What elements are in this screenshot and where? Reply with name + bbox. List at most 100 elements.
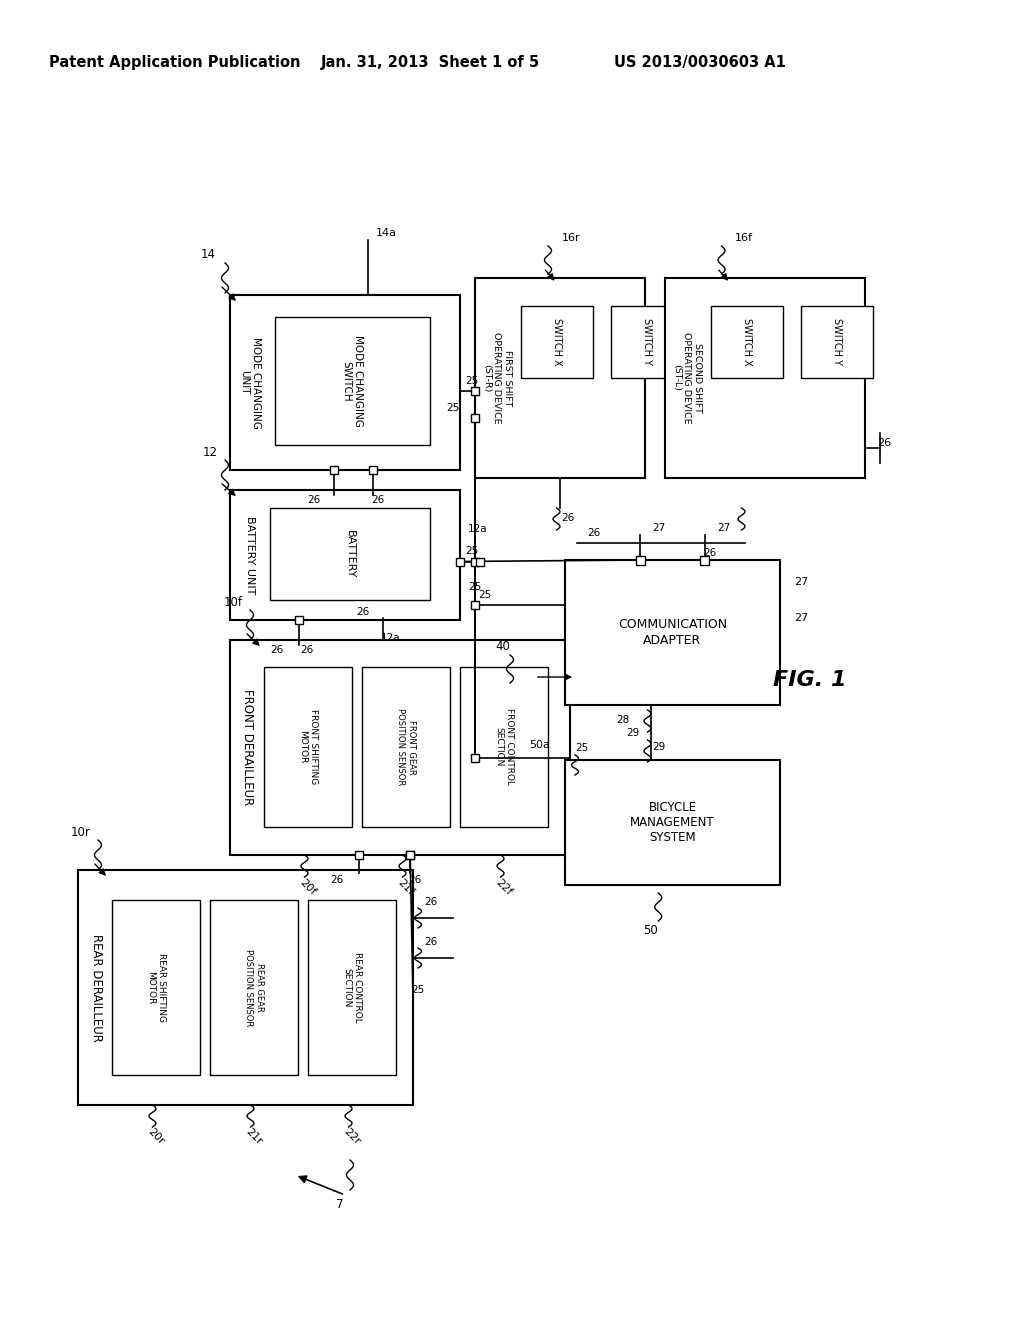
Text: REAR GEAR
POSITION SENSOR: REAR GEAR POSITION SENSOR [245,949,264,1026]
Bar [460,667,548,828]
Text: 25: 25 [465,376,478,387]
Bar [471,414,479,422]
Text: FRONT SHIFTING
MOTOR: FRONT SHIFTING MOTOR [298,709,317,784]
Text: FIG. 1: FIG. 1 [773,671,847,690]
Bar [475,279,645,478]
Text: SWITCH X: SWITCH X [742,318,752,366]
Text: FRONT GEAR
POSITION SENSOR: FRONT GEAR POSITION SENSOR [396,709,416,785]
Text: 27: 27 [794,612,808,623]
Bar [210,900,298,1074]
Text: 26: 26 [561,513,574,523]
Text: COMMUNICATION
ADAPTER: COMMUNICATION ADAPTER [617,619,727,647]
Text: FIRST SHIFT
OPERATING DEVICE
(ST-R): FIRST SHIFT OPERATING DEVICE (ST-R) [482,333,512,424]
Text: 26: 26 [588,528,601,539]
Text: US 2013/0030603 A1: US 2013/0030603 A1 [614,54,786,70]
Text: 12a: 12a [468,524,487,535]
Text: 14a: 14a [376,228,397,238]
Text: 26: 26 [424,937,437,946]
Text: BICYCLE
MANAGEMENT
SYSTEM: BICYCLE MANAGEMENT SYSTEM [630,801,715,843]
Bar [308,900,396,1074]
Bar [295,616,303,624]
Bar [78,870,413,1105]
Bar [521,306,593,378]
Text: 25: 25 [465,546,478,557]
Text: 26: 26 [409,875,422,884]
Text: 16f: 16f [735,234,753,243]
Text: 26: 26 [703,548,717,558]
Text: 25: 25 [412,985,425,995]
Text: 25: 25 [468,582,481,593]
Bar [801,306,873,378]
Bar [611,306,683,378]
Bar [264,667,352,828]
Bar [711,306,783,378]
Text: 29: 29 [627,729,640,738]
Text: 27: 27 [717,523,730,533]
Bar [230,294,460,470]
Text: 40: 40 [496,640,510,653]
Text: FRONT DERAILLEUR: FRONT DERAILLEUR [242,689,255,805]
Bar [112,900,200,1074]
Text: 20r: 20r [145,1127,166,1147]
Text: MODE CHANGING
UNIT: MODE CHANGING UNIT [240,337,261,429]
Text: Patent Application Publication: Patent Application Publication [49,54,301,70]
Bar [330,466,338,474]
Bar [471,387,479,395]
Bar [407,851,414,859]
Text: 27: 27 [794,577,808,587]
Text: 26: 26 [356,607,370,616]
Text: SWITCH Y: SWITCH Y [831,318,842,366]
Text: 26: 26 [877,438,891,447]
Text: 28: 28 [616,715,630,725]
Text: 26: 26 [371,495,384,506]
Bar [471,557,479,565]
Text: Jan. 31, 2013  Sheet 1 of 5: Jan. 31, 2013 Sheet 1 of 5 [321,54,540,70]
Text: 20f: 20f [298,876,317,898]
Text: 26: 26 [424,898,437,907]
Bar [369,466,377,474]
Bar [665,279,865,478]
Bar [456,557,464,565]
Bar [230,490,460,620]
Text: 16r: 16r [561,234,581,243]
Bar [275,317,430,445]
Text: MODE CHANGING
SWITCH: MODE CHANGING SWITCH [342,335,364,426]
Text: BATTERY UNIT: BATTERY UNIT [245,516,255,594]
Text: 26: 26 [270,645,284,655]
Text: 27: 27 [652,523,666,533]
Text: 12a: 12a [381,634,400,643]
Text: BATTERY: BATTERY [345,529,355,578]
Text: 12: 12 [203,446,217,458]
Bar [471,601,479,609]
Text: 25: 25 [478,590,492,601]
Text: 50: 50 [644,924,658,936]
Text: 26: 26 [300,645,313,655]
Bar [476,557,484,565]
Bar [565,760,780,884]
Text: REAR DERAILLEUR: REAR DERAILLEUR [89,933,102,1041]
Text: 7: 7 [336,1199,344,1212]
Text: 21f: 21f [396,876,416,898]
Bar [407,851,414,859]
Text: 50a: 50a [529,741,550,750]
Bar [270,508,430,601]
Text: REAR SHIFTING
MOTOR: REAR SHIFTING MOTOR [146,953,166,1022]
Text: 21r: 21r [244,1127,264,1147]
Text: FRONT CONTROL
SECTION: FRONT CONTROL SECTION [495,709,514,785]
Text: SWITCH X: SWITCH X [552,318,562,366]
Bar [362,667,450,828]
Text: 26: 26 [331,875,344,884]
Text: SECOND SHIFT
OPERATING DEVICE
(ST-L): SECOND SHIFT OPERATING DEVICE (ST-L) [672,333,701,424]
Bar [471,754,479,762]
Bar [565,560,780,705]
Bar [230,640,570,855]
Bar [700,556,710,565]
Text: 25: 25 [446,403,460,413]
Text: 22r: 22r [342,1127,362,1147]
Text: 26: 26 [307,495,321,506]
Text: 25: 25 [575,743,588,754]
Text: 10r: 10r [71,825,91,838]
Bar [355,851,364,859]
Text: 22f: 22f [494,876,514,898]
Text: 10f: 10f [223,595,243,609]
